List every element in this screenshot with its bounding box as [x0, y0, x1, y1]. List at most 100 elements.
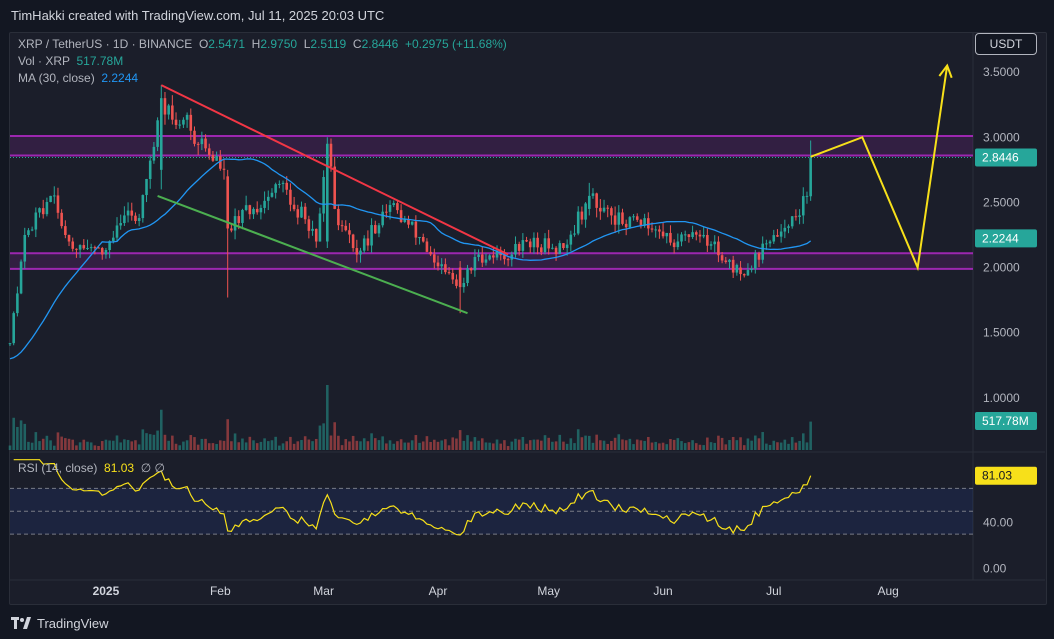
candle-body	[171, 105, 174, 120]
candle-body	[314, 228, 318, 242]
candle-body	[211, 154, 215, 161]
volume-bar	[569, 438, 573, 450]
volume-bar	[488, 442, 491, 450]
volume-bar	[746, 438, 750, 450]
volume-bar	[233, 433, 237, 450]
candle-body	[252, 208, 255, 215]
volume-bar	[495, 439, 499, 450]
volume-bar	[311, 441, 314, 450]
candle-body	[731, 259, 735, 273]
candle-body	[119, 223, 122, 226]
candle-body	[189, 114, 193, 131]
candle-body	[89, 247, 93, 249]
volume-bar	[56, 432, 60, 450]
candle-body	[506, 259, 510, 261]
candle-body	[676, 241, 680, 248]
volume-bar	[159, 409, 163, 450]
candle-body	[757, 253, 761, 260]
candle-body	[647, 218, 650, 229]
volume-bar	[536, 439, 539, 450]
volume-bar	[8, 445, 12, 450]
candle-body	[444, 264, 447, 273]
volume-bar	[421, 441, 425, 450]
legend-symbol-row[interactable]: XRP / TetherUS · 1D · BINANCE O2.5471 H2…	[18, 37, 507, 51]
candle-body	[521, 240, 525, 251]
volume-bar	[185, 440, 189, 450]
volume-bar	[739, 437, 742, 450]
candle-body	[599, 207, 602, 212]
volume-bar	[654, 441, 657, 450]
volume-bar	[52, 445, 56, 450]
volume-bar	[484, 442, 488, 450]
candle-body	[694, 232, 698, 235]
volume-bar	[599, 440, 602, 450]
credit-text: TimHakki created with TradingView.com, J…	[11, 8, 385, 23]
candle-body	[255, 208, 259, 213]
candle-body	[27, 230, 30, 235]
currency-button[interactable]: USDT	[975, 33, 1037, 55]
volume-bar	[403, 442, 407, 450]
candle-body	[436, 262, 440, 267]
candle-body	[698, 234, 702, 237]
volume-bar	[340, 445, 344, 450]
volume-badge: 517.78M	[982, 414, 1029, 428]
top-bar: TimHakki created with TradingView.com, J…	[0, 0, 1054, 32]
rsi-tick-label: 40.00	[983, 516, 1013, 530]
candle-body	[318, 213, 322, 242]
chart-panel[interactable]	[9, 32, 1047, 605]
candle-body	[587, 195, 591, 209]
legend-rsi-row[interactable]: RSI (14, close) 81.03 ∅ ∅	[18, 461, 165, 475]
volume-bar	[263, 438, 266, 450]
time-tick-label: May	[537, 584, 560, 598]
volume-bar	[182, 441, 185, 450]
volume-bar	[196, 444, 200, 450]
candle-body	[761, 243, 764, 260]
volume-bar	[776, 442, 779, 450]
candle-body	[141, 195, 145, 219]
candle-body	[547, 238, 550, 249]
volume-bar	[274, 436, 277, 450]
volume-bar	[329, 435, 333, 450]
candle-body	[303, 206, 307, 220]
candle-body	[680, 234, 683, 242]
candle-body	[606, 207, 610, 209]
candle-body	[292, 204, 296, 210]
candle-body	[159, 98, 163, 170]
legend-volume-row[interactable]: Vol · XRP 517.78M	[18, 54, 123, 68]
volume-bar	[93, 445, 97, 450]
candle-body	[204, 138, 207, 149]
candle-body	[12, 313, 15, 344]
candle-body	[296, 209, 300, 218]
candle-body	[196, 143, 200, 145]
volume-bar	[783, 439, 787, 450]
footer-brand[interactable]: TradingView	[11, 613, 109, 633]
volume-bar	[156, 430, 159, 450]
candle-body	[392, 203, 396, 206]
volume-bar	[499, 443, 503, 450]
volume-bar	[635, 439, 639, 450]
legend-symbol[interactable]: XRP / TetherUS · 1D · BINANCE	[18, 37, 193, 51]
volume-bar	[728, 440, 731, 450]
candle-body	[728, 259, 731, 262]
candle-body	[480, 254, 484, 263]
legend-volume-value: 517.78M	[76, 54, 124, 68]
candle-body	[447, 272, 451, 274]
volume-bar	[521, 436, 525, 450]
candle-body	[421, 237, 425, 242]
candle-body	[503, 255, 506, 260]
volume-bar	[112, 440, 115, 450]
legend-ma-row[interactable]: MA (30, close) 2.2244	[18, 71, 138, 85]
volume-bar	[19, 420, 23, 450]
volume-bar	[506, 446, 510, 450]
candle-body	[779, 231, 783, 237]
candle-body	[326, 143, 329, 242]
candle-body	[340, 225, 344, 227]
volume-bar	[189, 435, 193, 450]
candle-body	[233, 216, 237, 231]
candle-body	[576, 211, 580, 234]
volume-bar	[761, 432, 764, 450]
candle-body	[525, 240, 528, 242]
candle-body	[750, 268, 753, 271]
volume-bar	[396, 441, 399, 450]
